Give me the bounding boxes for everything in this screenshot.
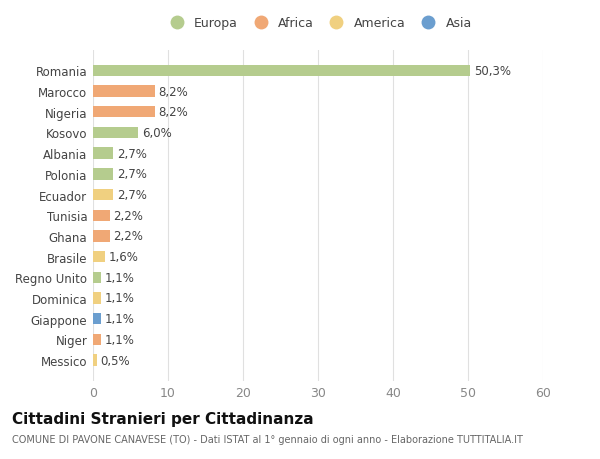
Text: 6,0%: 6,0% [142,127,172,140]
Bar [93,107,155,118]
Bar [93,210,110,221]
Text: COMUNE DI PAVONE CANAVESE (TO) - Dati ISTAT al 1° gennaio di ogni anno - Elabora: COMUNE DI PAVONE CANAVESE (TO) - Dati IS… [12,434,523,444]
Bar [93,86,155,97]
Text: Cittadini Stranieri per Cittadinanza: Cittadini Stranieri per Cittadinanza [12,411,314,426]
Text: 2,2%: 2,2% [113,209,143,222]
Text: 2,7%: 2,7% [117,168,147,181]
Text: 50,3%: 50,3% [474,65,511,78]
Bar [93,169,113,180]
Text: 1,1%: 1,1% [105,292,135,305]
Bar [93,293,101,304]
Bar [93,272,101,283]
Bar [93,313,101,325]
Legend: Europa, Africa, America, Asia: Europa, Africa, America, Asia [164,17,472,30]
Text: 1,1%: 1,1% [105,271,135,284]
Text: 2,7%: 2,7% [117,147,147,160]
Text: 2,7%: 2,7% [117,189,147,202]
Text: 8,2%: 8,2% [158,85,188,98]
Text: 8,2%: 8,2% [158,106,188,119]
Text: 0,5%: 0,5% [101,354,130,367]
Bar [93,66,470,77]
Text: 1,6%: 1,6% [109,251,139,263]
Bar [93,334,101,345]
Bar [93,252,105,263]
Bar [93,355,97,366]
Bar [93,190,113,201]
Text: 2,2%: 2,2% [113,230,143,243]
Bar [93,128,138,139]
Text: 1,1%: 1,1% [105,333,135,346]
Bar [93,148,113,159]
Text: 1,1%: 1,1% [105,313,135,325]
Bar [93,231,110,242]
